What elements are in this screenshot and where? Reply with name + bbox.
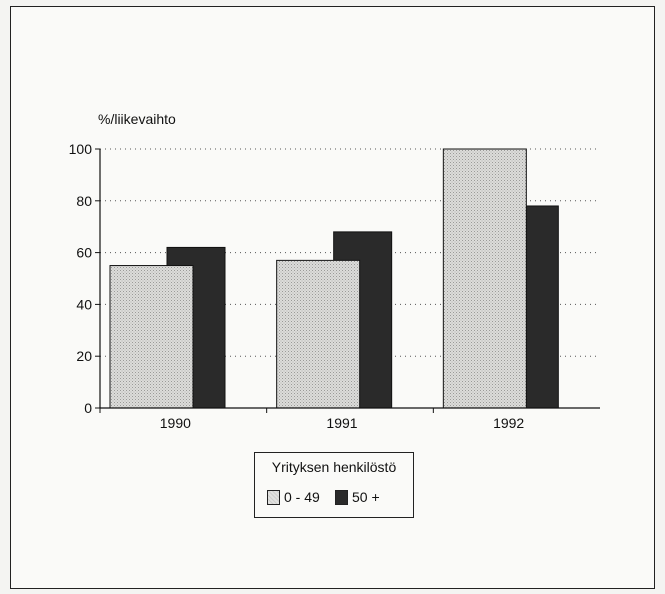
y-tick-label: 80: [76, 193, 92, 209]
y-tick-label: 40: [76, 296, 92, 312]
y-tick-label: 60: [76, 245, 92, 261]
y-tick-label: 0: [84, 400, 92, 416]
legend-swatch-series-1: [267, 489, 280, 505]
legend-item-series-1: 0 - 49: [267, 489, 320, 505]
y-tick-label: 100: [69, 141, 93, 157]
legend-label-series-2: 50 +: [352, 489, 380, 505]
legend-item-series-2: 50 +: [335, 489, 380, 505]
y-axis-label: %/liikevaihto: [98, 111, 176, 127]
x-tick-label: 1991: [326, 415, 357, 431]
bar-series-1-1992: [442, 148, 527, 409]
bars: [109, 148, 559, 409]
legend: Yrityksen henkilöstö 0 - 49 50 +: [254, 452, 414, 518]
y-tick-label: 20: [76, 348, 92, 364]
x-tick-label: 1990: [160, 415, 191, 431]
bar-series-1-1990: [109, 265, 194, 409]
x-tick-label: 1992: [493, 415, 524, 431]
legend-swatch-series-2: [335, 489, 348, 505]
bar-series-1-1991: [276, 259, 361, 409]
x-axis-ticks: 1990 1991 1992: [99, 408, 524, 431]
legend-label-series-1: 0 - 49: [284, 489, 320, 505]
legend-title: Yrityksen henkilöstö: [271, 459, 397, 475]
y-axis-ticks: 0 20 40 60 80 100: [69, 141, 100, 416]
